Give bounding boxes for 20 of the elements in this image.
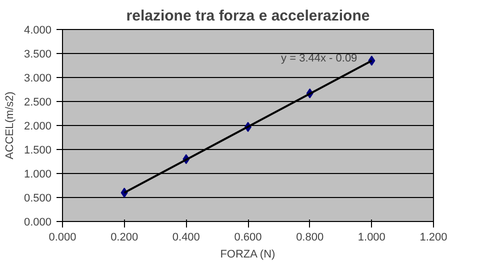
x-tick-label: 0.400 xyxy=(172,232,200,244)
y-tick-label: 0.500 xyxy=(24,192,52,204)
y-tick-label: 3.000 xyxy=(24,72,52,84)
x-tick-label: 1.000 xyxy=(358,232,386,244)
y-tick-label: 3.500 xyxy=(24,48,52,60)
x-tick-label: 0.000 xyxy=(48,232,76,244)
annotation: y = 3.44x - 0.09 xyxy=(281,52,358,65)
y-tick-label: 0.000 xyxy=(24,216,52,228)
y-tick-label: 1.000 xyxy=(24,168,52,180)
y-tick-label: 4.000 xyxy=(24,24,52,36)
y-tick-label: 2.000 xyxy=(24,120,52,132)
x-tick-label: 0.800 xyxy=(296,232,324,244)
chart-title: relazione tra forza e accelerazione xyxy=(126,8,370,24)
x-tick-label: 0.200 xyxy=(110,232,138,244)
y-axis-title: ACCEL(m/s2) xyxy=(4,92,16,160)
x-axis-title: FORZA (N) xyxy=(220,248,276,260)
y-tick-label: 2.500 xyxy=(24,96,52,108)
y-tick-label: 1.500 xyxy=(24,144,52,156)
x-tick-label: 0.600 xyxy=(234,232,262,244)
x-tick-label: 1.200 xyxy=(420,232,448,244)
